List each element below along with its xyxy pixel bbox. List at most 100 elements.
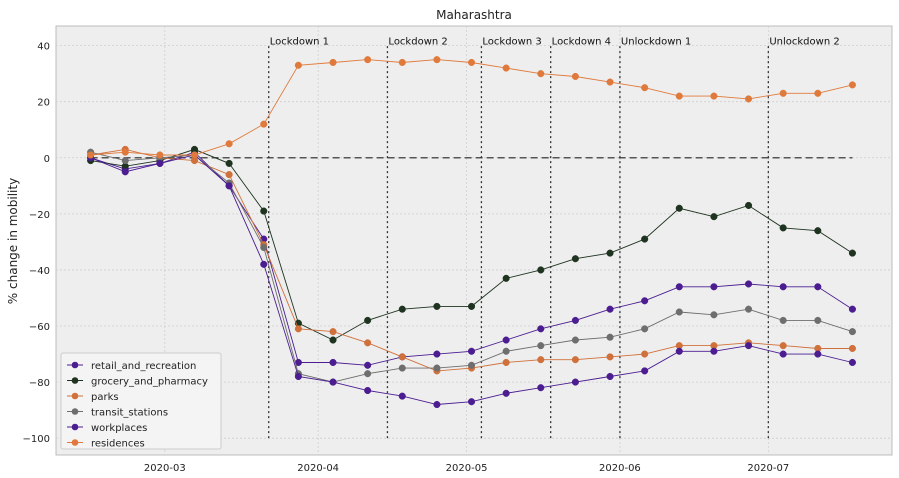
data-point	[606, 78, 614, 86]
annotation-label: Lockdown 1	[270, 37, 329, 48]
series-workplaces	[87, 151, 856, 409]
data-point	[641, 350, 649, 358]
data-point	[779, 350, 787, 358]
series-residences	[87, 56, 856, 159]
data-point	[502, 358, 510, 367]
data-point	[329, 58, 337, 67]
y-tick-label: 40	[37, 42, 50, 53]
data-point	[537, 325, 545, 333]
data-point	[675, 283, 683, 291]
data-point	[606, 333, 614, 341]
legend-label: residences	[91, 439, 145, 450]
annotation-label: Lockdown 2	[388, 37, 447, 48]
data-point	[294, 325, 302, 333]
data-point	[571, 72, 579, 81]
data-point	[364, 370, 372, 378]
x-tick-label: 2020-05	[446, 463, 488, 474]
data-point	[814, 350, 822, 358]
data-point	[675, 347, 683, 355]
data-point	[260, 120, 268, 128]
data-point	[225, 182, 233, 190]
x-tick-labels: 2020-03 2020-04 2020-05 2020-06 2020-07	[144, 463, 789, 474]
data-point	[779, 283, 787, 291]
data-point	[294, 61, 302, 69]
legend-label: transit_stations	[91, 408, 168, 419]
data-point	[364, 56, 372, 64]
data-point	[502, 336, 510, 344]
legend-swatch-marker	[71, 439, 79, 446]
x-tick-label: 2020-06	[599, 463, 641, 474]
data-point	[364, 361, 372, 369]
data-point	[433, 400, 441, 409]
series-grocery_and_pharmacy	[87, 145, 856, 344]
data-point	[121, 148, 129, 156]
data-point	[260, 260, 268, 268]
data-point	[571, 378, 579, 386]
data-point	[398, 305, 406, 313]
data-point	[744, 201, 753, 210]
data-point	[571, 316, 579, 324]
data-point	[156, 151, 164, 159]
data-point	[225, 159, 233, 167]
data-point	[537, 266, 545, 274]
chart-title: Maharashtra	[436, 8, 512, 22]
data-point	[710, 283, 718, 291]
data-point	[433, 302, 441, 310]
data-point	[641, 235, 649, 243]
data-point	[848, 344, 856, 353]
data-point	[571, 336, 579, 344]
y-tick-labels: 40 20 0 −20 −40 −60 −80 −100	[23, 42, 50, 446]
series-lines	[87, 56, 856, 409]
data-point	[398, 353, 406, 361]
data-point	[606, 353, 614, 361]
data-point	[329, 336, 337, 344]
y-tick-label: −60	[29, 322, 50, 333]
data-point	[710, 92, 718, 100]
data-point	[710, 213, 718, 221]
data-point	[571, 356, 579, 364]
annotation-label: Lockdown 4	[552, 37, 611, 48]
data-point	[467, 361, 476, 369]
y-tick-label: −80	[29, 378, 50, 389]
data-point	[537, 342, 545, 350]
data-point	[814, 283, 822, 291]
legend-swatch-marker	[71, 408, 79, 415]
legend-label: grocery_and_pharmacy	[91, 377, 208, 388]
y-tick-label: −40	[29, 266, 50, 277]
data-point	[398, 392, 406, 400]
data-point	[433, 364, 441, 372]
data-point	[779, 316, 787, 324]
data-point	[502, 347, 510, 355]
data-point	[329, 378, 337, 386]
data-point	[744, 280, 753, 288]
data-point	[710, 347, 718, 355]
data-point	[848, 249, 856, 257]
data-point	[606, 305, 614, 313]
data-point	[225, 140, 233, 148]
data-point	[190, 151, 199, 159]
annotation-label: Unlockdown 2	[769, 37, 839, 48]
data-point	[502, 274, 510, 282]
data-point	[744, 305, 753, 313]
data-point	[225, 171, 233, 179]
data-point	[467, 398, 476, 406]
data-point	[779, 89, 787, 97]
data-point	[121, 168, 129, 176]
data-point	[814, 89, 822, 97]
data-point	[675, 204, 683, 212]
data-point	[848, 305, 856, 313]
data-point	[537, 70, 545, 78]
data-point	[329, 328, 337, 336]
data-point	[675, 308, 683, 316]
data-point	[433, 56, 441, 64]
data-point	[537, 384, 545, 392]
annotation-label: Unlockdown 1	[621, 37, 691, 48]
data-point	[398, 58, 406, 67]
data-point	[675, 92, 683, 100]
data-point	[641, 84, 649, 92]
data-point	[744, 95, 753, 103]
data-point	[502, 389, 510, 397]
x-tick-label: 2020-04	[297, 463, 339, 474]
data-point	[779, 342, 787, 350]
